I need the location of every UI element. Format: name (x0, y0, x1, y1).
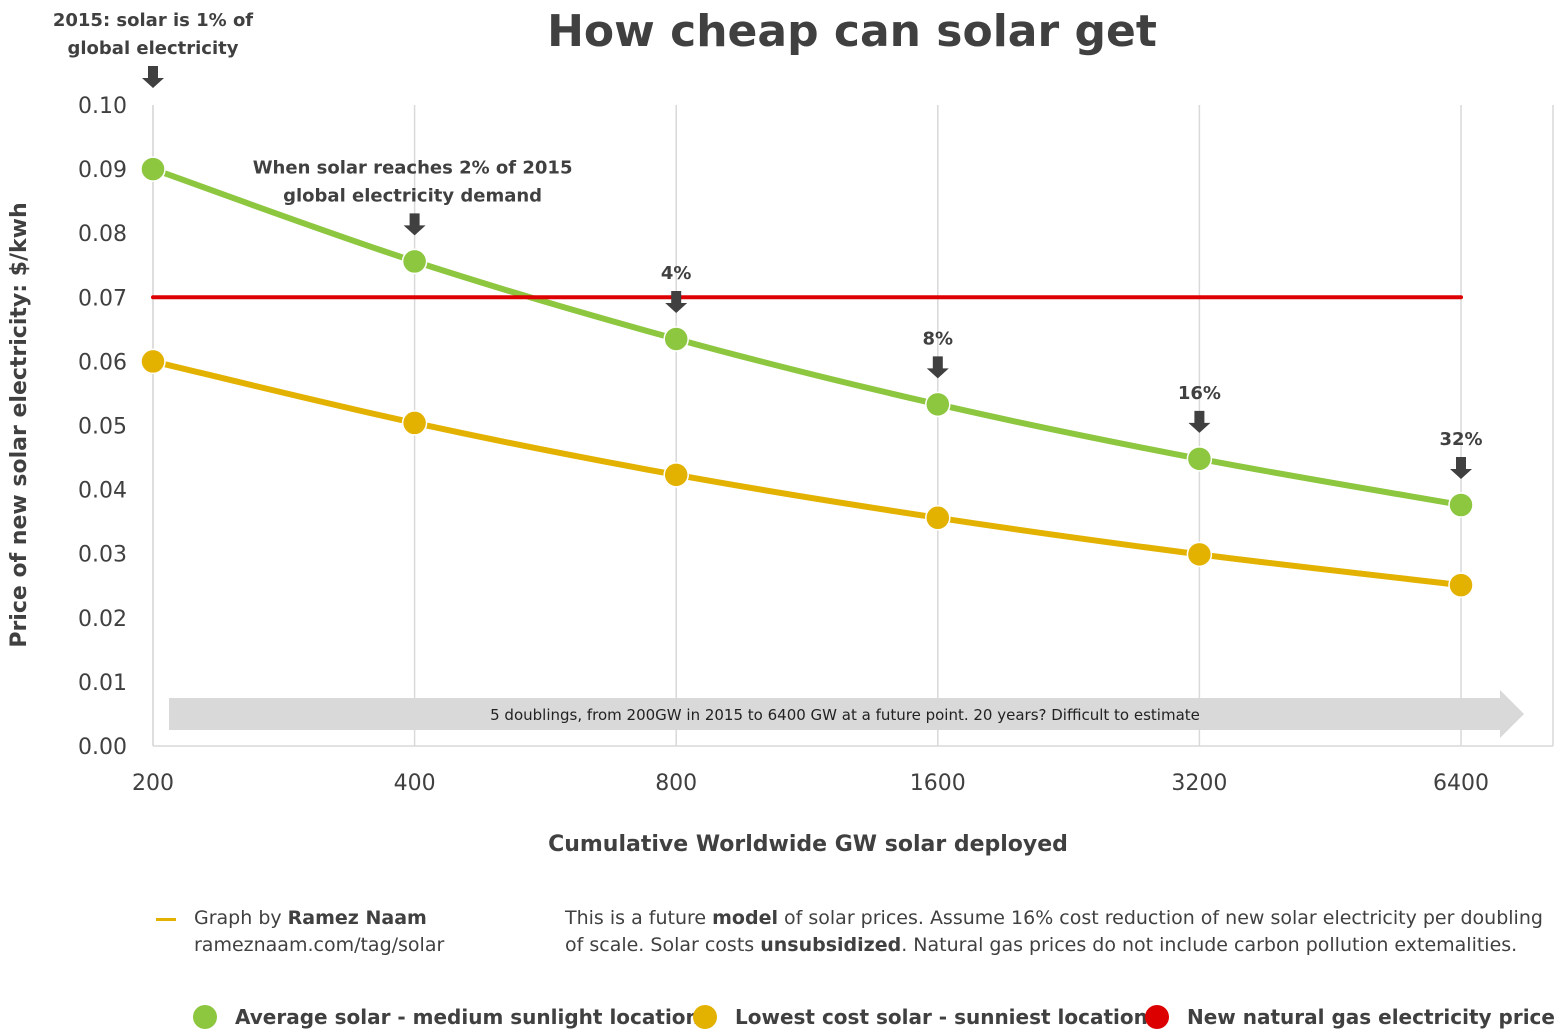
down-arrow-icon (1188, 410, 1211, 433)
y-tick-label: 0.03 (78, 543, 127, 568)
annotation-2: 4% (661, 263, 692, 313)
note-part-3: . Natural gas prices do not include carb… (901, 934, 1518, 956)
series-1-point-400 (401, 410, 428, 436)
annotation-5: 32% (1439, 429, 1483, 479)
legend-marker-2 (1145, 1005, 1169, 1029)
y-tick-label: 0.05 (78, 415, 127, 440)
y-tick-label: 0.09 (78, 158, 127, 183)
doublings-arrow (169, 690, 1524, 738)
legend-marker-0 (193, 1005, 217, 1029)
y-tick-label: 0.01 (78, 671, 127, 696)
down-arrow-icon (665, 290, 688, 313)
x-tick-label: 200 (132, 771, 174, 796)
model-note: This is a future model of solar prices. … (565, 905, 1555, 959)
chart-title: How cheap can solar get (547, 6, 1157, 57)
note-part-1: This is a future (565, 907, 713, 929)
series-1-point-6400 (1448, 572, 1474, 598)
series-0-point-6400 (1448, 492, 1474, 518)
x-tick-label: 6400 (1433, 771, 1489, 796)
series-0-point-800 (663, 326, 689, 352)
legend-label-1: Lowest cost solar - sunniest locations (735, 1005, 1160, 1029)
y-tick-label: 0.10 (78, 94, 127, 119)
series-0-point-1600 (925, 391, 951, 418)
legend: Average solar - medium sunlight location… (193, 1005, 1555, 1029)
series-group (140, 156, 1474, 598)
note-part-2: of solar prices. Assume 16% cost reducti… (565, 907, 1543, 956)
x-axis-title: Cumulative Worldwide GW solar deployed (548, 832, 1068, 857)
legend-label-2: New natural gas electricity price (1187, 1005, 1555, 1029)
annotation-text: 16% (1178, 383, 1221, 404)
down-arrow-icon (403, 213, 426, 236)
down-arrow-icon (926, 356, 949, 379)
x-tick-label: 800 (655, 771, 697, 796)
y-tick-label: 0.04 (78, 479, 127, 504)
annotation-text: global electricity demand (283, 185, 542, 206)
series-1-point-200 (140, 348, 166, 375)
y-tick-label: 0.02 (78, 607, 127, 632)
annotation-4: 16% (1178, 383, 1221, 433)
legend-label-0: Average solar - medium sunlight location… (235, 1005, 712, 1029)
series-0-point-400 (401, 248, 428, 275)
annotation-1: When solar reaches 2% of 2015 global elec… (253, 157, 573, 236)
annotation-0: 2015: solar is 1% of global electricity (53, 10, 253, 88)
x-tick-label: 1600 (910, 771, 966, 796)
y-tick-label: 0.08 (78, 222, 127, 247)
annotations: 2015: solar is 1% of global electricity Wh… (53, 10, 1483, 479)
annotation-text: global electricity (68, 38, 239, 59)
y-tick-label: 0.00 (78, 735, 127, 760)
series-line-1 (150, 358, 1464, 589)
x-tick-label: 3200 (1171, 771, 1227, 796)
note-bold-unsubsidized: unsubsidized (760, 934, 902, 956)
annotation-text: 32% (1439, 429, 1482, 450)
doublings-label: 5 doublings, from 200GW in 2015 to 6400 … (490, 706, 1200, 724)
series-0-point-200 (140, 156, 166, 182)
series-line-0 (150, 166, 1464, 508)
series-1-point-800 (663, 462, 689, 488)
x-tick-label: 400 (394, 771, 436, 796)
credit-block: Graph by Ramez Naam rameznaam.com/tag/so… (156, 905, 496, 959)
credit-author: Ramez Naam (287, 907, 427, 929)
annotation-3: 8% (923, 328, 954, 379)
down-arrow-icon (1450, 456, 1472, 479)
down-arrow-icon (142, 66, 164, 88)
y-tick-label: 0.06 (78, 350, 127, 375)
legend-marker-1 (693, 1005, 717, 1029)
y-tick-label: 0.07 (78, 286, 127, 311)
series-1-point-3200 (1186, 541, 1213, 568)
annotation-text: When solar reaches 2% of 2015 (253, 157, 573, 178)
y-axis-title: Price of new solar electricity: $/kwh (7, 202, 32, 647)
series-1-point-1600 (925, 505, 951, 531)
axes: 0.00 0.01 0.02 0.03 0.04 0.05 0.06 0.07 0.08 0.09… (78, 94, 1553, 796)
credit-url: rameznaam.com/tag/solar (194, 934, 445, 956)
series-0-point-3200 (1186, 446, 1213, 472)
credit-swatch (156, 918, 176, 921)
annotation-text: 2015: solar is 1% of (53, 10, 253, 31)
note-bold-model: model (712, 907, 778, 929)
annotation-text: 8% (923, 328, 954, 349)
doublings-band: 5 doublings, from 200GW in 2015 to 6400 … (169, 690, 1524, 738)
credit-prefix: Graph by (194, 907, 288, 929)
annotation-text: 4% (661, 263, 692, 284)
